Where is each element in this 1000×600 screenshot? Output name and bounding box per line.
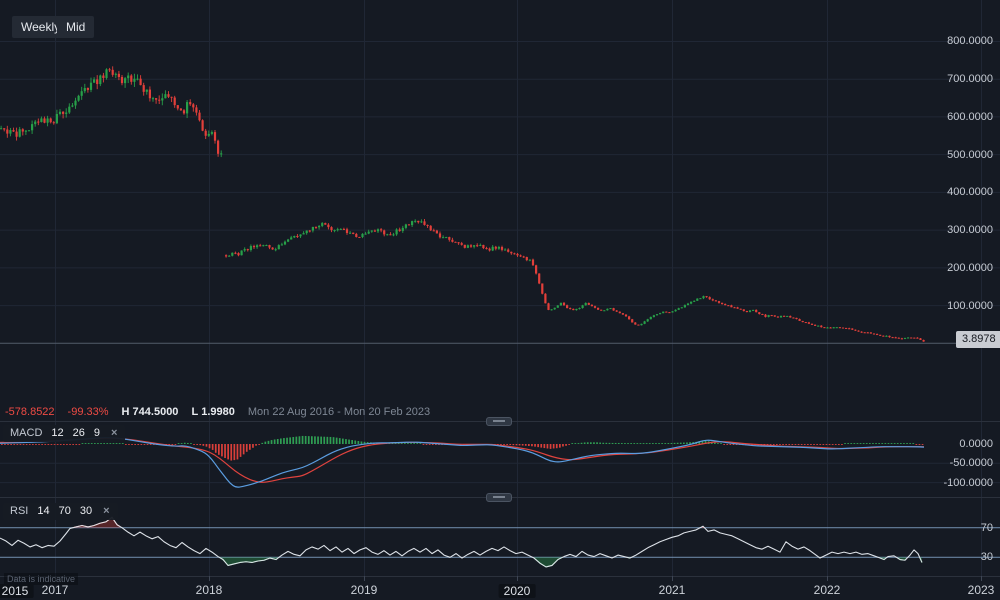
price-axis-label: 400.0000	[947, 186, 993, 199]
rsi-param-lower: 30	[79, 505, 93, 517]
price-axis-label: 300.0000	[947, 224, 993, 237]
time-axis-label: 2023	[967, 583, 995, 597]
macd-param-slow: 26	[72, 427, 85, 439]
rsi-indicator-label: RSI 14 70 30 ×	[3, 503, 118, 520]
rsi-axis-label: 30	[980, 551, 993, 564]
time-axis-label: 2015	[0, 584, 34, 598]
price-axis-label: 500.0000	[947, 148, 993, 161]
time-axis-label: 2018	[195, 583, 223, 597]
rsi-close-icon[interactable]: ×	[103, 505, 110, 517]
price-axis-label: 800.0000	[947, 35, 993, 48]
macd-axis-label: 0.0000	[959, 438, 993, 450]
candlestick-series	[0, 66, 925, 342]
low-value: L 1.9980	[191, 406, 234, 418]
style-mid-button[interactable]: Mid	[57, 16, 95, 38]
data-indicative-note: Data is indicative	[4, 573, 79, 585]
price-axis-label: 600.0000	[947, 110, 993, 123]
time-axis-label: 2022	[813, 583, 841, 597]
macd-param-signal: 9	[93, 427, 101, 439]
macd-indicator-label: MACD 12 26 9 ×	[3, 425, 126, 442]
last-price-tag: 3.8978	[956, 331, 1000, 348]
rsi-param-length: 14	[37, 505, 50, 517]
rsi-pane-resize-handle[interactable]	[486, 493, 512, 502]
high-label: H	[121, 406, 130, 418]
high-number: 744.5000	[132, 406, 179, 418]
low-label: L	[191, 406, 199, 418]
macd-series	[0, 435, 925, 488]
low-number: 1.9980	[201, 406, 235, 418]
stats-bar: -578.8522 -99.33% H 744.5000 L 1.9980 Mo…	[5, 406, 430, 418]
interval-weekly-button[interactable]: Weekly	[12, 16, 70, 38]
date-range: Mon 22 Aug 2016 - Mon 20 Feb 2023	[247, 406, 431, 418]
change-percent: -99.33%	[67, 406, 109, 418]
macd-axis-label: -100.0000	[943, 476, 993, 489]
rsi-param-upper: 70	[58, 505, 71, 517]
price-axis-label: 200.0000	[947, 261, 993, 274]
price-axis-label: 700.0000	[947, 73, 993, 86]
time-axis-label: 2017	[41, 583, 69, 597]
macd-name: MACD	[10, 427, 43, 439]
macd-axis-label: -50.0000	[949, 457, 993, 470]
rsi-name: RSI	[10, 505, 29, 517]
high-value: H 744.5000	[122, 406, 179, 418]
time-axis-label: 2020	[498, 584, 536, 598]
macd-close-icon[interactable]: ×	[111, 427, 118, 439]
change-value: -578.8522	[5, 406, 55, 418]
macd-param-fast: 12	[51, 427, 64, 439]
rsi-axis-label: 70	[980, 521, 993, 534]
price-axis-label: 100.0000	[947, 299, 993, 312]
time-axis-label: 2019	[350, 583, 378, 597]
time-axis-label: 2021	[658, 583, 686, 597]
macd-pane-resize-handle[interactable]	[486, 417, 512, 426]
